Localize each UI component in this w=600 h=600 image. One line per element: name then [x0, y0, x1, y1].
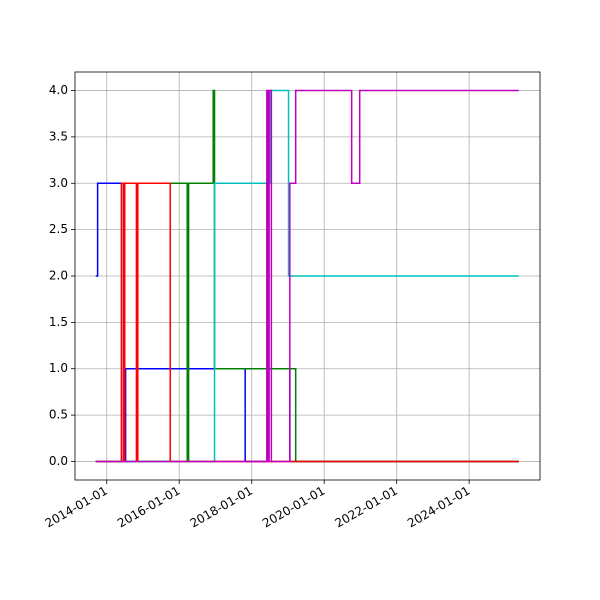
y-tick-label: 0.5 — [49, 408, 68, 422]
step-line — [95, 89, 519, 463]
y-tick-label: 2.5 — [49, 222, 68, 236]
x-tick-label: 2022-01-01 — [333, 484, 400, 531]
y-tick-label: 1.5 — [49, 315, 68, 329]
y-tick-label: 0.0 — [49, 454, 68, 468]
x-tick-label: 2014-01-01 — [43, 484, 110, 531]
x-tick-label: 2024-01-01 — [405, 484, 472, 531]
y-tick-label: 3.5 — [49, 129, 68, 143]
x-tick-label: 2020-01-01 — [260, 484, 327, 531]
y-tick-label: 3.0 — [49, 176, 68, 190]
step-line — [95, 182, 519, 463]
step-line — [95, 89, 519, 463]
step-line — [95, 89, 519, 463]
plot-area — [75, 72, 540, 480]
x-tick-label: 2018-01-01 — [188, 484, 255, 531]
y-tick-label: 2.0 — [49, 269, 68, 283]
y-tick-label: 1.0 — [49, 361, 68, 375]
y-tick-label: 4.0 — [49, 83, 68, 97]
x-tick-label: 2016-01-01 — [115, 484, 182, 531]
